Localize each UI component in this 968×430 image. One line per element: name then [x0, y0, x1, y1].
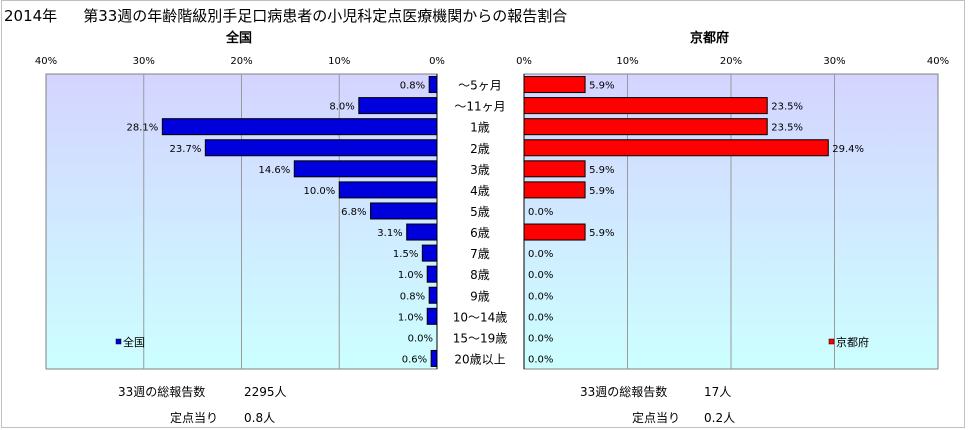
national-data-label: 14.6% — [259, 165, 291, 176]
national-data-label: 0.6% — [402, 354, 427, 365]
kyoto-tick-label: 40% — [927, 56, 949, 67]
category-label: 20歳以上 — [454, 352, 505, 366]
kyoto-data-label: 23.5% — [771, 102, 803, 113]
national-legend-label: 全国 — [123, 335, 145, 349]
national-per-site-value: 0.8人 — [244, 411, 276, 425]
title-year: 2014年 — [4, 7, 58, 25]
category-label: 6歳 — [470, 226, 490, 240]
kyoto-tick-label: 0% — [516, 56, 532, 67]
national-chart: 0% 10% 20% 30% 40% 0.8% ～5ヶ月 8.0% ～11ヶ月 28.1% 1歳 23… — [35, 56, 508, 370]
category-label: ～11ヶ月 — [454, 100, 505, 114]
national-data-label: 3.1% — [377, 228, 402, 239]
category-label: 9歳 — [470, 289, 490, 303]
national-bar — [204, 139, 438, 157]
national-bar — [338, 181, 438, 199]
national-tick-label: 20% — [230, 56, 252, 67]
kyoto-bar — [523, 76, 586, 94]
kyoto-legend-swatch — [828, 338, 835, 345]
category-label: 10～14歳 — [453, 310, 508, 324]
kyoto-data-label: 29.4% — [832, 144, 864, 155]
national-data-label: 0.0% — [408, 333, 433, 344]
national-data-label: 23.7% — [170, 144, 202, 155]
national-total-label: 33週の総報告数 — [118, 385, 206, 399]
national-data-label: 6.8% — [341, 207, 366, 218]
kyoto-legend-label: 京都府 — [836, 335, 869, 349]
national-tick-label: 0% — [429, 56, 445, 67]
kyoto-per-site-value: 0.2人 — [704, 411, 736, 425]
national-bar — [406, 223, 438, 241]
kyoto-data-label: 0.0% — [528, 291, 553, 302]
category-label: 2歳 — [470, 142, 490, 156]
national-data-label: 1.5% — [393, 249, 418, 260]
national-bar — [428, 76, 438, 94]
national-bar — [426, 265, 438, 283]
national-bar — [293, 160, 438, 178]
kyoto-chart: 0% 10% 20% 30% 40% 5.9% 23.5% 23.5% 29.4% 5.9% 5.9… — [516, 56, 949, 370]
category-label: 15～19歳 — [453, 331, 508, 345]
category-label: 7歳 — [470, 247, 490, 261]
kyoto-data-label: 5.9% — [589, 81, 614, 92]
national-data-label: 28.1% — [127, 123, 159, 134]
kyoto-bar — [523, 97, 768, 115]
kyoto-data-label: 5.9% — [589, 165, 614, 176]
title-text: 第33週の年齢階級別手足口病患者の小児科定点医療機関からの報告割合 — [83, 7, 568, 25]
national-bar — [358, 97, 438, 115]
category-label: 4歳 — [470, 184, 490, 198]
kyoto-data-label: 0.0% — [528, 270, 553, 281]
kyoto-per-site-label: 定点当り — [632, 411, 681, 425]
national-panel-title: 全国 — [226, 31, 253, 46]
kyoto-bar — [523, 181, 586, 199]
national-tick-label: 40% — [35, 56, 57, 67]
chart-title: 2014年 第33週の年齢階級別手足口病患者の小児科定点医療機関からの報告割合 — [4, 5, 567, 26]
national-tick-label: 10% — [328, 56, 350, 67]
kyoto-tick-label: 30% — [823, 56, 845, 67]
national-data-label: 0.8% — [400, 81, 425, 92]
national-data-label: 0.8% — [400, 291, 425, 302]
kyoto-total-label: 33週の総報告数 — [580, 385, 668, 399]
kyoto-data-label: 0.0% — [528, 333, 553, 344]
kyoto-data-label: 0.0% — [528, 249, 553, 260]
national-bar — [428, 286, 438, 304]
national-data-label: 1.0% — [398, 312, 423, 323]
kyoto-total-value: 17人 — [704, 385, 732, 399]
kyoto-bar — [523, 118, 768, 136]
national-per-site-label: 定点当り — [170, 411, 219, 425]
kyoto-data-label: 0.0% — [528, 312, 553, 323]
kyoto-bar — [523, 139, 829, 157]
national-bar — [430, 349, 438, 367]
kyoto-data-label: 5.9% — [589, 228, 614, 239]
national-bar — [426, 307, 438, 325]
national-data-label: 10.0% — [303, 186, 335, 197]
kyoto-data-label: 23.5% — [771, 123, 803, 134]
category-label: 5歳 — [470, 205, 490, 219]
national-data-label: 8.0% — [329, 102, 354, 113]
kyoto-panel-title: 京都府 — [690, 31, 730, 46]
kyoto-data-label: 5.9% — [589, 186, 614, 197]
kyoto-bar — [523, 223, 586, 241]
kyoto-tick-label: 20% — [720, 56, 742, 67]
national-bar — [421, 244, 438, 262]
national-bar — [161, 118, 438, 136]
kyoto-bar — [523, 160, 586, 178]
national-bar — [370, 202, 438, 220]
national-data-label: 1.0% — [398, 270, 423, 281]
national-total-value: 2295人 — [244, 385, 287, 399]
kyoto-data-label: 0.0% — [528, 207, 553, 218]
category-label: ～5ヶ月 — [458, 79, 502, 93]
kyoto-data-label: 0.0% — [528, 354, 553, 365]
national-tick-label: 30% — [133, 56, 155, 67]
kyoto-tick-label: 10% — [616, 56, 638, 67]
category-label: 3歳 — [470, 163, 490, 177]
category-label: 8歳 — [470, 268, 490, 282]
national-legend-swatch — [115, 338, 122, 345]
category-label: 1歳 — [470, 121, 490, 135]
